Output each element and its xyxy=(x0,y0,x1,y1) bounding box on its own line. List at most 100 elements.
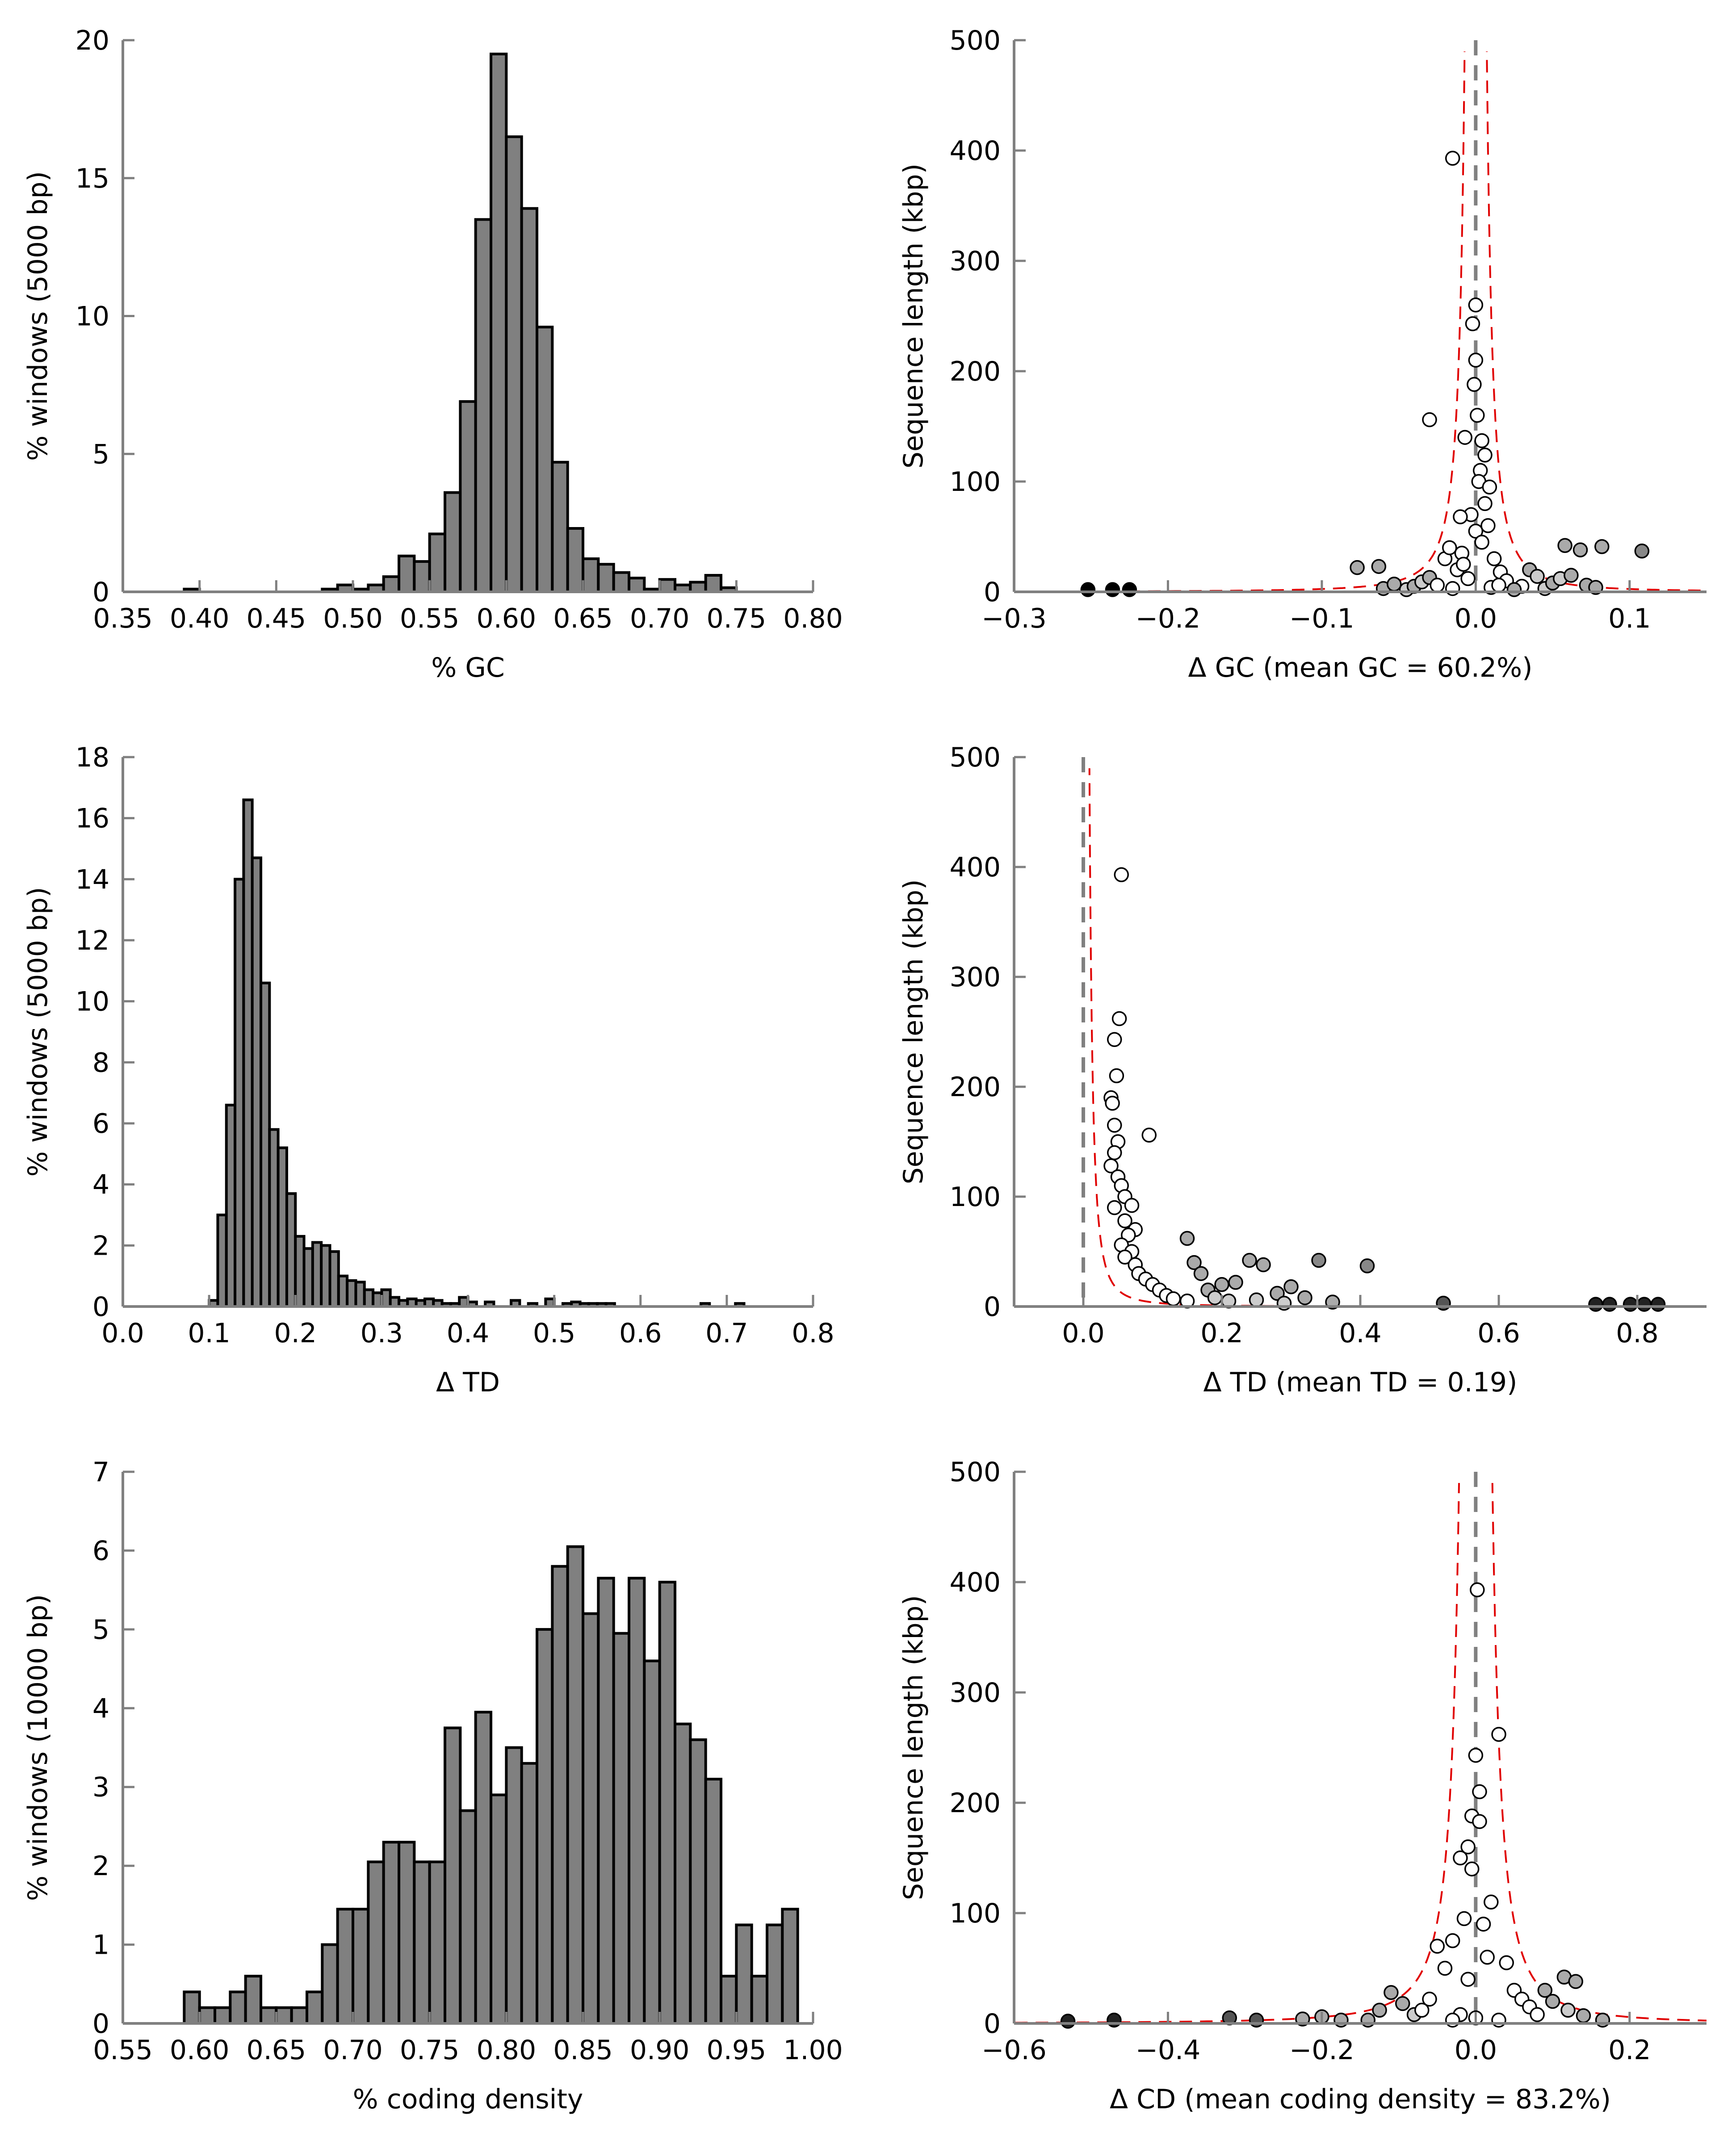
scatter-point xyxy=(1634,543,1650,559)
scatter-point xyxy=(1422,412,1437,427)
scatter-point xyxy=(1122,582,1137,597)
scatter-point xyxy=(1109,1068,1124,1084)
scatter-point xyxy=(1311,1252,1326,1268)
y-tick-label: 5 xyxy=(92,1614,109,1646)
histogram-bar xyxy=(428,532,447,593)
y-tick-label: 500 xyxy=(949,25,1001,56)
y-axis-label: Sequence length (kbp) xyxy=(898,879,929,1184)
x-tick-label: 0.80 xyxy=(783,603,843,634)
histogram-bar xyxy=(750,1975,768,2025)
x-tick-label: 1.00 xyxy=(783,2035,843,2066)
histogram-bar xyxy=(689,581,707,593)
histogram-bar xyxy=(536,326,554,593)
x-tick-label: −0.3 xyxy=(981,603,1047,634)
scatter-point xyxy=(1359,1258,1375,1273)
histogram-bar xyxy=(352,1908,370,2025)
histogram-bar xyxy=(459,400,477,593)
scatter-point xyxy=(1602,1297,1617,1312)
y-tick-label: 7 xyxy=(92,1457,109,1488)
y-tick-label: 10 xyxy=(75,986,109,1018)
scatter-point xyxy=(1464,1861,1480,1876)
histogram-bar xyxy=(597,563,615,593)
x-tick-label: 0.85 xyxy=(553,2035,613,2066)
histogram-bar xyxy=(382,1841,401,2025)
x-tick-label: 0.0 xyxy=(1455,603,1497,634)
scatter-point xyxy=(1117,1213,1132,1228)
scatter-point xyxy=(1506,582,1522,597)
histogram-bar xyxy=(474,1711,492,2025)
y-tick-label: 0 xyxy=(984,2008,1001,2039)
x-axis-label: Δ TD (mean TD = 0.19) xyxy=(1203,1367,1518,1398)
x-tick-label: 0.55 xyxy=(93,2035,153,2066)
histogram-bar xyxy=(306,1990,324,2025)
scatter-point xyxy=(1141,1127,1157,1143)
y-tick-label: 3 xyxy=(92,1772,109,1803)
histogram-bar xyxy=(474,218,492,593)
x-tick-label: 0.5 xyxy=(533,1318,575,1349)
scatter-point xyxy=(1623,1297,1638,1312)
scatter-point xyxy=(1107,1200,1122,1215)
histogram-bar xyxy=(413,560,431,593)
scatter-point xyxy=(1333,2012,1349,2028)
scatter-point xyxy=(1465,316,1480,331)
scatter-point xyxy=(1530,569,1545,584)
scatter-point xyxy=(1124,1198,1140,1213)
scatter-point xyxy=(1474,535,1489,550)
scatter-point xyxy=(1545,1993,1560,2009)
histogram-bar xyxy=(398,554,416,593)
x-tick-label: 0.4 xyxy=(1339,1318,1381,1349)
scatter-point xyxy=(1594,539,1610,554)
scatter-point xyxy=(1207,1290,1223,1306)
x-tick-label: 0.40 xyxy=(170,603,230,634)
scatter-point xyxy=(1537,1983,1553,1998)
histogram-bar xyxy=(244,1975,263,2025)
x-axis-label: % coding density xyxy=(353,2084,583,2115)
x-tick-label: 0.7 xyxy=(705,1318,748,1349)
scatter-point xyxy=(1060,2014,1076,2029)
y-tick-label: 200 xyxy=(949,1788,1001,1819)
x-tick-label: 0.6 xyxy=(1477,1318,1520,1349)
x-tick-label: 0.75 xyxy=(400,2035,460,2066)
scatter-point xyxy=(1242,1252,1257,1268)
histogram-bar xyxy=(367,1860,385,2025)
y-tick-label: 200 xyxy=(949,1072,1001,1103)
histogram-bar xyxy=(520,1762,538,2025)
confidence-curve xyxy=(1486,51,1707,592)
histogram-bar xyxy=(198,2006,216,2025)
y-tick-label: 400 xyxy=(949,852,1001,883)
scatter-point xyxy=(1166,1291,1181,1307)
scatter-point xyxy=(1107,1032,1122,1047)
scatter-point xyxy=(1636,1297,1652,1312)
scatter-point xyxy=(1456,557,1471,572)
scatter-point xyxy=(1445,581,1460,596)
scatter-point xyxy=(1214,1277,1229,1292)
histogram-bar xyxy=(628,1577,646,2025)
scatter-point xyxy=(1360,2012,1375,2028)
histogram-bar xyxy=(505,135,523,593)
x-tick-label: 0.75 xyxy=(707,603,767,634)
scatter-point xyxy=(1472,1814,1487,1829)
x-tick-label: 0.1 xyxy=(188,1318,230,1349)
scatter-point xyxy=(1595,2012,1610,2028)
x-tick-label: −0.6 xyxy=(981,2035,1047,2066)
x-tick-label: 0.1 xyxy=(1608,603,1651,634)
y-tick-label: 6 xyxy=(92,1535,109,1566)
scatter-point xyxy=(1297,1290,1312,1306)
scatter-point xyxy=(1437,1960,1453,1976)
histogram-bar xyxy=(658,1581,676,2025)
scatter-point xyxy=(1499,1955,1514,1970)
histogram-bar xyxy=(183,1990,201,2025)
scatter-point xyxy=(1564,568,1579,583)
x-tick-label: 0.60 xyxy=(170,2035,230,2066)
histogram-bar xyxy=(229,1990,247,2025)
x-tick-label: 0.0 xyxy=(101,1318,144,1349)
y-tick-label: 0 xyxy=(92,577,109,608)
scatter-point xyxy=(1557,538,1572,553)
scatter-point xyxy=(1105,1096,1120,1111)
x-tick-label: 0.65 xyxy=(247,2035,306,2066)
x-tick-label: 0.8 xyxy=(792,1318,834,1349)
scatter-point xyxy=(1372,2002,1387,2018)
x-tick-label: 0.35 xyxy=(93,603,153,634)
histogram-bar xyxy=(444,491,462,593)
scatter-point xyxy=(1422,1991,1437,2007)
